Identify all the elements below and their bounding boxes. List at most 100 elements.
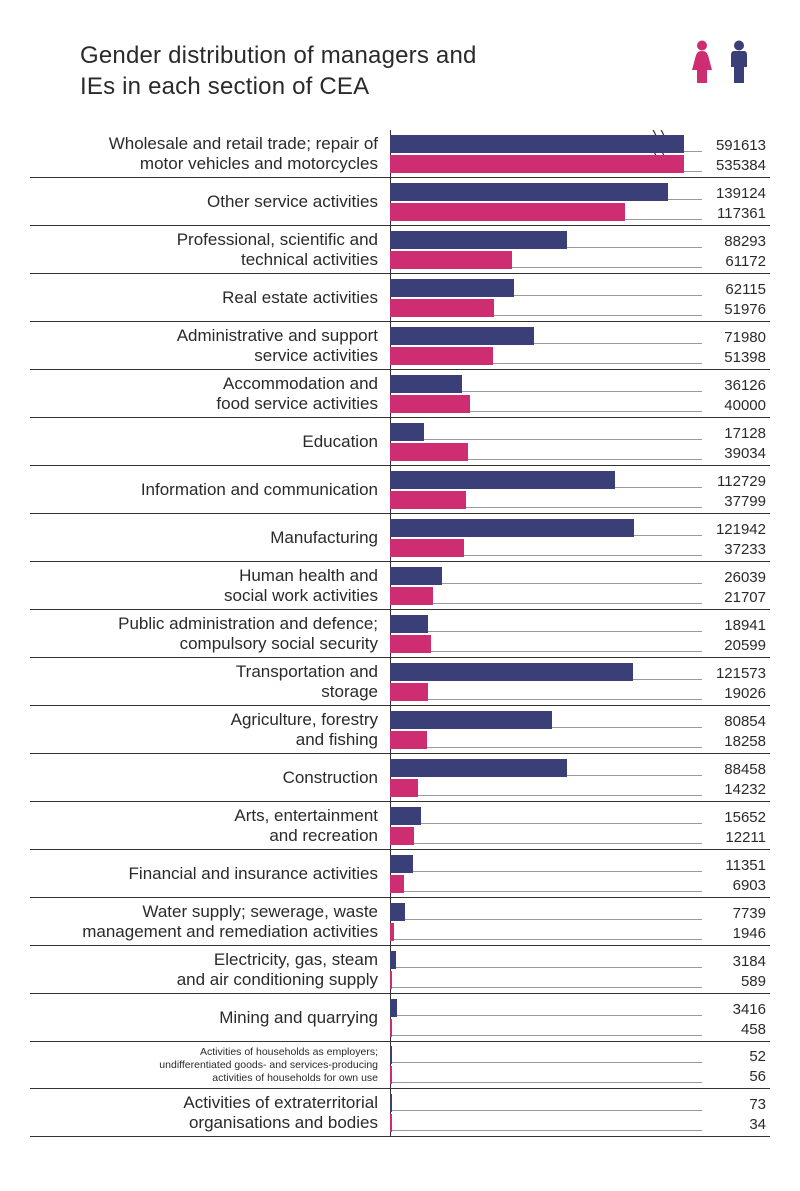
- female-value: 14232: [708, 782, 770, 797]
- male-bar-line: 15652: [390, 807, 770, 825]
- male-bar-line: 11351: [390, 855, 770, 873]
- male-bar-line: 36126: [390, 375, 770, 393]
- female-bar-line: 51398: [390, 347, 770, 365]
- female-value: 12211: [708, 830, 770, 845]
- chart-row: Accommodation andfood service activities…: [30, 370, 770, 418]
- female-value: 34: [708, 1117, 770, 1132]
- female-value: 61172: [708, 254, 770, 269]
- value-underline: [462, 391, 702, 392]
- male-bar: [390, 471, 615, 489]
- male-bar: [390, 855, 413, 873]
- male-value: 88293: [708, 234, 770, 249]
- chart-row: Administrative and supportservice activi…: [30, 322, 770, 370]
- bars-col: 12194237233: [390, 514, 770, 561]
- female-bar-line: 589: [390, 971, 770, 989]
- label-col: Accommodation andfood service activities: [30, 370, 390, 417]
- label-col: Administrative and supportservice activi…: [30, 322, 390, 369]
- male-bar: [390, 375, 462, 393]
- value-underline: [418, 795, 702, 796]
- value-underline: [567, 775, 702, 776]
- female-bar-line: 51976: [390, 299, 770, 317]
- bars-col: 36126 40000: [390, 370, 770, 417]
- female-value: 18258: [708, 734, 770, 749]
- male-bar-line: 121573: [390, 663, 770, 681]
- label-col: Education: [30, 418, 390, 465]
- value-underline: [392, 1035, 702, 1036]
- male-bar-line: 591613: [390, 135, 770, 153]
- male-bar: [390, 663, 633, 681]
- female-value: 39034: [708, 446, 770, 461]
- male-bar-line: 139124: [390, 183, 770, 201]
- value-underline: [494, 315, 702, 316]
- chart-row: Wholesale and retail trade; repair ofmot…: [30, 130, 770, 178]
- value-underline: [625, 219, 702, 220]
- category-label: Manufacturing: [270, 528, 378, 548]
- chart-header: Gender distribution of managers and IEs …: [30, 40, 770, 102]
- male-bar: [390, 231, 567, 249]
- bars-col: 17128 39034: [390, 418, 770, 465]
- male-bar: [390, 567, 442, 585]
- female-value: 40000: [708, 398, 770, 413]
- bars-col: 11272937799: [390, 466, 770, 513]
- female-bar: [390, 347, 493, 365]
- female-bar-line: 14232: [390, 779, 770, 797]
- female-bar: [390, 155, 684, 173]
- male-value: 17128: [708, 426, 770, 441]
- value-underline: [404, 891, 702, 892]
- female-value: 535384: [708, 158, 770, 173]
- female-value: 21707: [708, 590, 770, 605]
- male-bar-line: 26039: [390, 567, 770, 585]
- male-bar: [390, 759, 567, 777]
- female-bar-line: 37799: [390, 491, 770, 509]
- female-bar-line: 20599: [390, 635, 770, 653]
- chart-row: Mining and quarrying 3416458: [30, 994, 770, 1042]
- male-bar: [390, 183, 668, 201]
- category-label: Professional, scientific andtechnical ac…: [177, 230, 378, 270]
- category-label: Activities of households as employers;un…: [159, 1046, 378, 1084]
- bars-col: 7334: [390, 1089, 770, 1136]
- value-underline: [433, 603, 702, 604]
- category-label: Transportation andstorage: [236, 662, 378, 702]
- label-col: Construction: [30, 754, 390, 801]
- category-label: Other service activities: [207, 192, 378, 212]
- category-label: Real estate activities: [222, 288, 378, 308]
- female-bar: [390, 251, 512, 269]
- male-bar-line: 80854: [390, 711, 770, 729]
- label-col: Wholesale and retail trade; repair ofmot…: [30, 130, 390, 177]
- value-underline: [394, 939, 702, 940]
- category-label: Accommodation andfood service activities: [216, 374, 378, 414]
- male-value: 36126: [708, 378, 770, 393]
- value-underline: [567, 247, 702, 248]
- female-bar: [390, 443, 468, 461]
- female-value: 6903: [708, 878, 770, 893]
- male-value: 3416: [708, 1002, 770, 1017]
- value-underline: [428, 631, 702, 632]
- male-bar-line: 88458: [390, 759, 770, 777]
- male-bar-line: 17128: [390, 423, 770, 441]
- male-bar: [390, 327, 534, 345]
- chart-title: Gender distribution of managers and IEs …: [80, 40, 477, 102]
- female-bar: [390, 395, 470, 413]
- male-value: 121573: [708, 666, 770, 681]
- male-bar-line: 52: [390, 1046, 770, 1064]
- label-col: Professional, scientific andtechnical ac…: [30, 226, 390, 273]
- chart-row: Activities of extraterritorialorganisati…: [30, 1089, 770, 1137]
- value-underline: [633, 679, 702, 680]
- male-value: 88458: [708, 762, 770, 777]
- female-bar: [390, 299, 494, 317]
- female-bar-line: 61172: [390, 251, 770, 269]
- bars-col: 88458 14232: [390, 754, 770, 801]
- bars-col: 77391946: [390, 898, 770, 945]
- bars-col: 88293 61172: [390, 226, 770, 273]
- male-icon: [728, 40, 750, 84]
- category-label: Public administration and defence;compul…: [118, 614, 378, 654]
- male-value: 121942: [708, 522, 770, 537]
- value-underline: [414, 843, 702, 844]
- category-label: Mining and quarrying: [219, 1008, 378, 1028]
- value-underline: [427, 747, 702, 748]
- female-value: 37799: [708, 494, 770, 509]
- value-underline: [468, 459, 702, 460]
- category-label: Information and communication: [141, 480, 378, 500]
- bars-col: 3416458: [390, 994, 770, 1041]
- value-underline: [442, 583, 702, 584]
